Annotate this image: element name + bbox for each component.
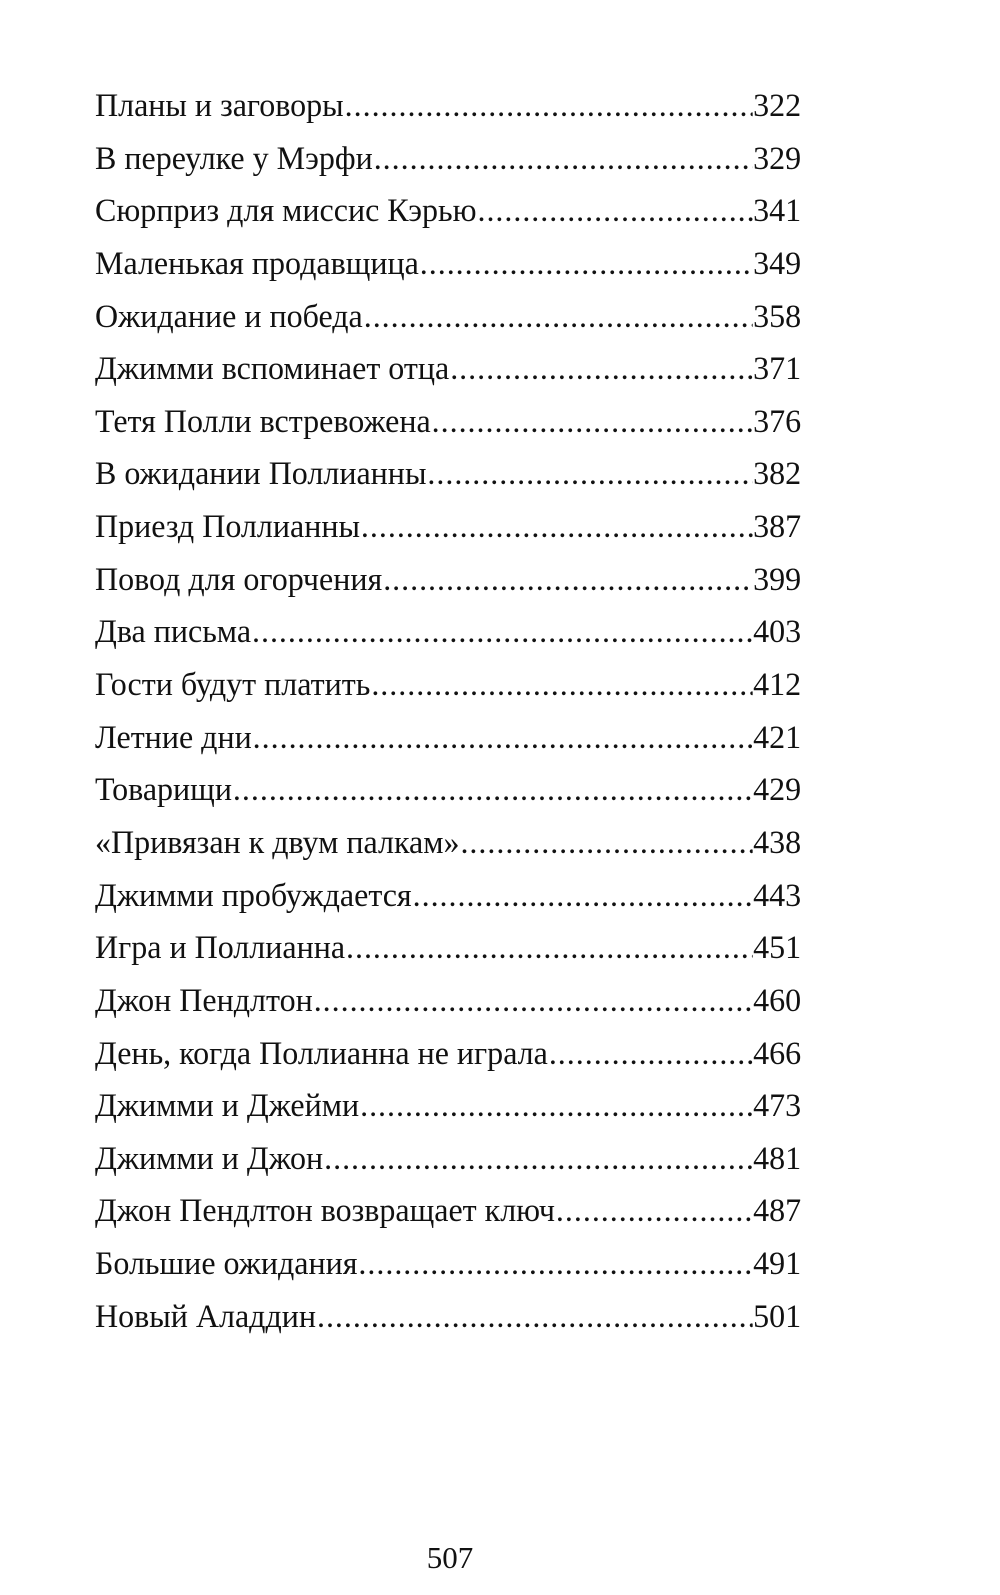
dot-leader (361, 501, 752, 554)
toc-entry: Два письма 403 (95, 606, 801, 659)
chapter-title: День, когда Поллианна не играла (95, 1035, 548, 1072)
chapter-page: 487 (753, 1193, 802, 1230)
chapter-title: Летние дни (95, 719, 252, 756)
chapter-page: 382 (753, 456, 802, 493)
toc-entry: Ожидание и победа 358 (95, 291, 801, 344)
chapter-title: В переулке у Мэрфи (95, 140, 373, 177)
toc-entry: Джон Пендлтон возвращает ключ 487 (95, 1185, 801, 1238)
dot-leader (383, 554, 752, 607)
dot-leader (360, 1080, 752, 1133)
toc-entry: Тетя Полли встревожена 376 (95, 396, 801, 449)
dot-leader (427, 448, 752, 501)
toc-entry: В переулке у Мэрфи 329 (95, 133, 801, 186)
toc-entry: Большие ожидания 491 (95, 1238, 801, 1291)
page-number: 507 (426, 1540, 474, 1575)
chapter-title: Товарищи (95, 772, 232, 809)
dot-leader (364, 291, 752, 344)
chapter-page: 376 (753, 403, 802, 440)
toc-entry: Джимми и Джейми 473 (95, 1080, 801, 1133)
chapter-page: 473 (753, 1088, 802, 1125)
dot-leader (477, 185, 752, 238)
chapter-page: 412 (753, 667, 802, 704)
chapter-title: Игра и Поллианна (95, 930, 346, 967)
dot-leader (252, 606, 752, 659)
chapter-title: Большие ожидания (95, 1246, 358, 1283)
chapter-page: 399 (753, 561, 802, 598)
chapter-title: Джимми пробуждается (95, 877, 412, 914)
toc-entry: День, когда Поллианна не играла 466 (95, 1028, 801, 1081)
chapter-title: Джон Пендлтон (95, 982, 313, 1019)
toc-entry: Приезд Поллианны 387 (95, 501, 801, 554)
chapter-page: 460 (753, 982, 802, 1019)
toc-entry: Джон Пендлтон 460 (95, 975, 801, 1028)
chapter-title: Джон Пендлтон возвращает ключ (95, 1193, 555, 1230)
dot-leader (358, 1238, 752, 1291)
chapter-page: 481 (753, 1140, 802, 1177)
toc-entry: Джимми пробуждается 443 (95, 870, 801, 923)
toc-entry: Игра и Поллианна 451 (95, 922, 801, 975)
toc-entry: Товарищи 429 (95, 764, 801, 817)
toc-entry: В ожидании Поллианны 382 (95, 448, 801, 501)
dot-leader (324, 1133, 752, 1186)
chapter-title: Джимми вспоминает отца (95, 351, 450, 388)
toc-entry: Повод для огорчения 399 (95, 554, 801, 607)
toc-entry: Маленькая продавщица 349 (95, 238, 801, 291)
toc-entry: «Привязан к двум палкам» 438 (95, 817, 801, 870)
chapter-title: Ожидание и победа (95, 298, 363, 335)
chapter-page: 443 (753, 877, 802, 914)
chapter-page: 371 (753, 351, 802, 388)
chapter-page: 329 (753, 140, 802, 177)
toc-entry: Новый Аладдин 501 (95, 1291, 801, 1344)
chapter-page: 429 (753, 772, 802, 809)
dot-leader (432, 396, 753, 449)
dot-leader (420, 238, 752, 291)
chapter-title: Джимми и Джон (95, 1140, 324, 1177)
chapter-title: Гости будут платить (95, 667, 371, 704)
chapter-page: 322 (753, 88, 802, 124)
dot-leader (371, 659, 752, 712)
chapter-title: Маленькая продавщица (95, 245, 419, 282)
dot-leader (413, 870, 753, 923)
dot-leader (314, 975, 752, 1028)
dot-leader (450, 343, 752, 396)
chapter-title: Новый Аладдин (95, 1298, 317, 1335)
toc-entry: Джимми и Джон 481 (95, 1133, 801, 1186)
toc-entry: Гости будут платить 412 (95, 659, 801, 712)
chapter-page: 421 (753, 719, 802, 756)
toc-entry: Летние дни 421 (95, 712, 801, 765)
chapter-page: 466 (753, 1035, 802, 1072)
dot-leader (233, 764, 752, 817)
dot-leader (346, 922, 752, 975)
chapter-title: Повод для огорчения (95, 561, 383, 598)
chapter-page: 349 (753, 245, 802, 282)
toc-entry: Сюрприз для миссис Кэрью 341 (95, 185, 801, 238)
chapter-title: Сюрприз для миссис Кэрью (95, 193, 477, 230)
table-of-contents: Планы и заговоры 322 В переулке у Мэрфи 32… (95, 80, 801, 1343)
chapter-page: 451 (753, 930, 802, 967)
dot-leader (317, 1291, 752, 1344)
dot-leader (556, 1185, 752, 1238)
chapter-page: 438 (753, 824, 802, 861)
chapter-page: 403 (753, 614, 802, 651)
chapter-page: 387 (753, 509, 802, 546)
dot-leader (549, 1028, 752, 1081)
dot-leader (374, 133, 752, 186)
dot-leader (460, 817, 752, 870)
chapter-page: 341 (753, 193, 802, 230)
chapter-title: «Привязан к двум палкам» (95, 824, 460, 861)
dot-leader (345, 80, 753, 133)
chapter-title: Приезд Поллианны (95, 509, 360, 546)
chapter-title: Тетя Полли встревожена (95, 403, 431, 440)
chapter-title: В ожидании Поллианны (95, 456, 427, 493)
dot-leader (253, 712, 752, 765)
chapter-page: 358 (753, 298, 802, 335)
chapter-title: Два письма (95, 614, 252, 651)
toc-entry: Планы и заговоры 322 (95, 80, 801, 133)
chapter-page: 501 (753, 1298, 802, 1335)
chapter-title: Планы и заговоры (95, 88, 344, 124)
toc-entry: Джимми вспоминает отца 371 (95, 343, 801, 396)
chapter-title: Джимми и Джейми (95, 1088, 360, 1125)
chapter-page: 491 (753, 1246, 802, 1283)
